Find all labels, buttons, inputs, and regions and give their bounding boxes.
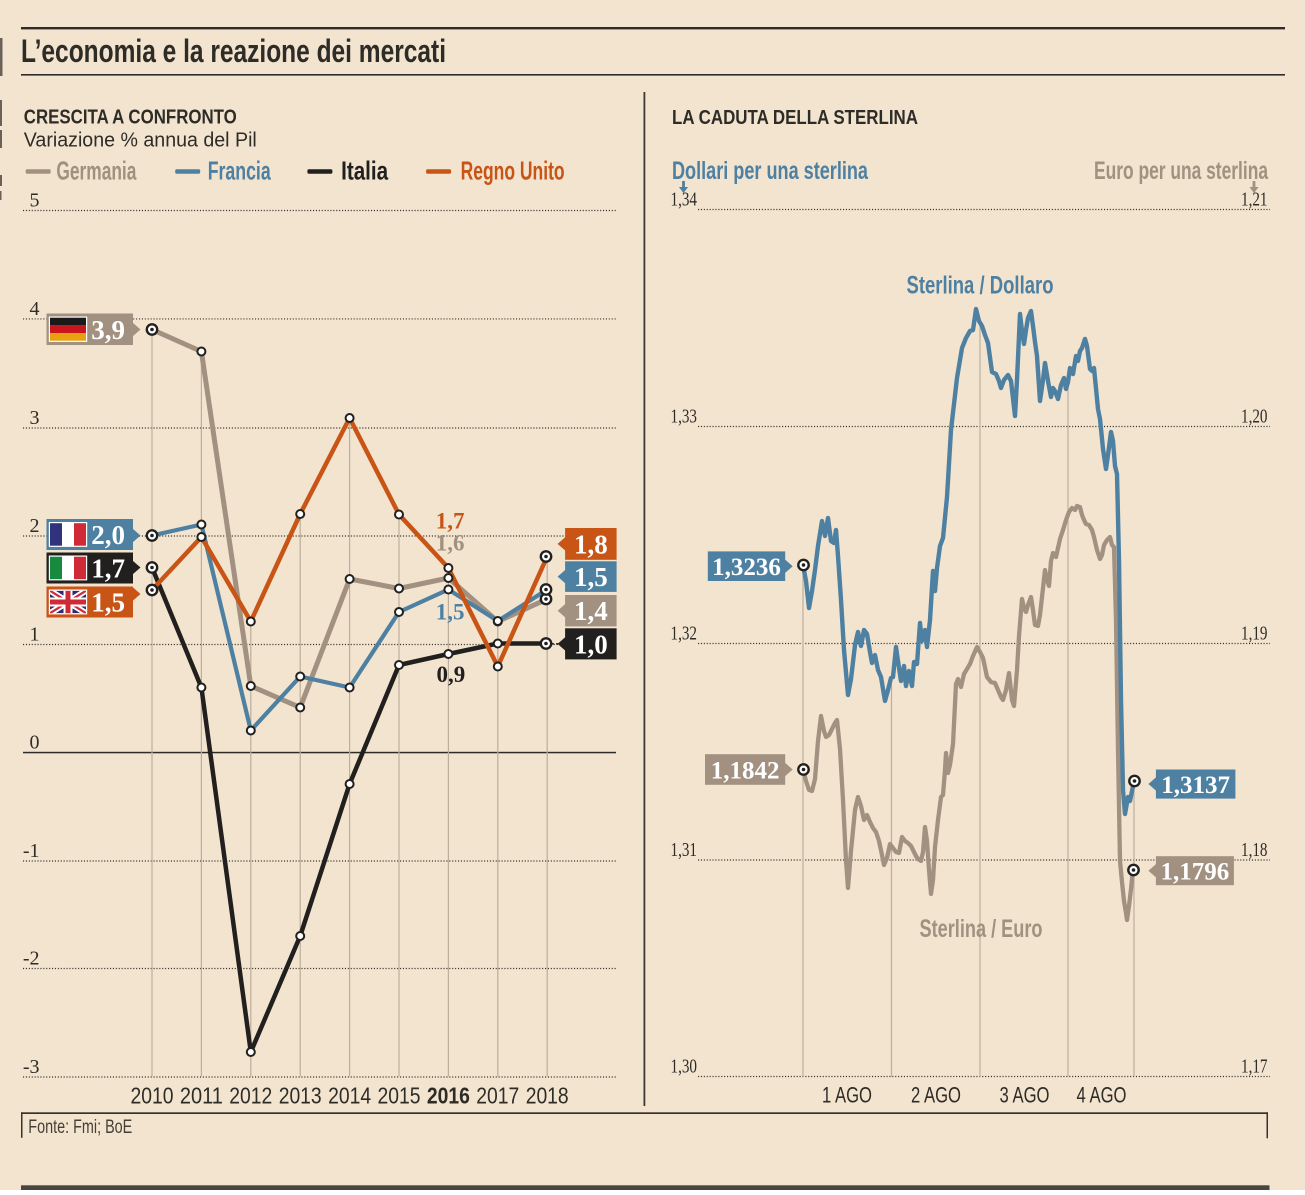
svg-text:Regno Unito: Regno Unito [461,156,565,186]
svg-text:3: 3 [30,407,40,429]
svg-text:1,6: 1,6 [436,531,465,556]
svg-text:2017: 2017 [476,1083,519,1109]
svg-text:2010: 2010 [131,1083,174,1109]
svg-text:1 AGO: 1 AGO [822,1083,872,1108]
svg-text:1,4: 1,4 [574,596,608,626]
svg-text:1,18: 1,18 [1241,839,1268,861]
svg-text:1,32: 1,32 [671,623,698,645]
svg-text:1,5: 1,5 [574,562,608,592]
svg-text:1,21: 1,21 [1241,189,1268,211]
svg-text:CRESCITA A CONFRONTO: CRESCITA A CONFRONTO [24,107,237,129]
svg-text:Italia: Italia [341,156,388,186]
svg-text:Francia: Francia [208,156,271,186]
svg-text:LA CADUTA DELLA STERLINA: LA CADUTA DELLA STERLINA [672,107,918,129]
svg-text:4 AGO: 4 AGO [1077,1083,1127,1108]
svg-text:1,1842: 1,1842 [711,758,780,785]
svg-text:2012: 2012 [229,1083,272,1109]
svg-text:2018: 2018 [526,1083,569,1109]
svg-text:1: 1 [30,624,40,646]
svg-text:Sterlina / Dollaro: Sterlina / Dollaro [907,272,1054,300]
svg-text:1,0: 1,0 [574,629,608,659]
svg-text:1,5: 1,5 [91,588,125,618]
svg-text:1,3236: 1,3236 [712,554,781,581]
svg-text:-3: -3 [23,1056,40,1078]
svg-text:4: 4 [30,298,40,320]
svg-text:2,0: 2,0 [91,520,125,550]
svg-text:Fonte: Fmi; BoE: Fonte: Fmi; BoE [28,1117,132,1138]
svg-text:1,1796: 1,1796 [1161,859,1230,886]
svg-text:2013: 2013 [279,1083,322,1109]
svg-text:1,33: 1,33 [671,406,698,428]
svg-text:1,31: 1,31 [671,839,698,861]
svg-text:Euro per una sterlina: Euro per una sterlina [1094,157,1269,185]
svg-text:-1: -1 [23,840,40,862]
svg-text:2: 2 [30,515,40,537]
svg-text:2011: 2011 [180,1083,223,1109]
svg-text:1,8: 1,8 [574,529,608,559]
svg-text:1,7: 1,7 [91,554,125,584]
svg-text:3 AGO: 3 AGO [1000,1083,1050,1108]
svg-text:Sterlina / Euro: Sterlina / Euro [920,915,1043,943]
svg-text:1,30: 1,30 [671,1056,698,1078]
svg-text:-2: -2 [23,948,40,970]
svg-text:3,9: 3,9 [91,315,125,345]
svg-text:5: 5 [30,190,40,212]
svg-text:Variazione % annua del Pil: Variazione % annua del Pil [24,130,257,152]
svg-text:1,17: 1,17 [1241,1056,1268,1078]
svg-text:L’economia e la reazione dei m: L’economia e la reazione dei mercati [21,33,446,69]
svg-text:1,3137: 1,3137 [1161,772,1230,799]
svg-text:2014: 2014 [328,1083,371,1109]
svg-text:2016: 2016 [427,1083,470,1109]
svg-text:Dollari per una sterlina: Dollari per una sterlina [672,157,869,185]
svg-text:1,19: 1,19 [1241,623,1268,645]
svg-text:1,34: 1,34 [671,189,698,211]
svg-text:2 AGO: 2 AGO [911,1083,961,1108]
svg-text:0: 0 [30,732,40,754]
svg-text:2015: 2015 [378,1083,421,1109]
svg-text:0,9: 0,9 [437,662,466,687]
svg-text:Germania: Germania [56,156,136,186]
svg-text:1,7: 1,7 [436,509,465,534]
svg-text:1,5: 1,5 [436,600,465,625]
svg-text:1,20: 1,20 [1241,406,1268,428]
